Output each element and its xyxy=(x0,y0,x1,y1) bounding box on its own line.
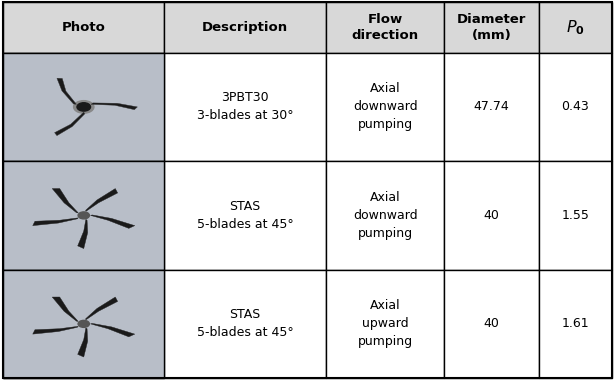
Polygon shape xyxy=(55,112,85,136)
Polygon shape xyxy=(90,215,135,228)
Text: STAS
5-blades at 45°: STAS 5-blades at 45° xyxy=(197,200,293,231)
Bar xyxy=(3,161,164,270)
Polygon shape xyxy=(85,297,117,320)
Bar xyxy=(164,270,326,378)
Bar xyxy=(445,53,539,161)
Bar xyxy=(539,2,612,53)
Bar xyxy=(164,53,326,161)
Bar xyxy=(539,161,612,270)
Bar xyxy=(326,2,445,53)
Bar xyxy=(326,53,445,161)
Bar xyxy=(3,2,164,53)
Polygon shape xyxy=(52,297,78,321)
Circle shape xyxy=(78,212,89,219)
Text: 3PBT30
3-blades at 30°: 3PBT30 3-blades at 30° xyxy=(197,92,293,122)
Text: 40: 40 xyxy=(484,317,499,330)
Polygon shape xyxy=(91,103,137,110)
Text: 0.43: 0.43 xyxy=(561,100,589,113)
Polygon shape xyxy=(52,188,78,213)
Text: STAS
5-blades at 45°: STAS 5-blades at 45° xyxy=(197,308,293,339)
Bar xyxy=(326,161,445,270)
Bar xyxy=(445,161,539,270)
Text: Photo: Photo xyxy=(62,21,106,34)
Polygon shape xyxy=(77,328,88,357)
Bar xyxy=(3,270,164,378)
Bar xyxy=(3,270,164,378)
Bar xyxy=(3,53,164,161)
Circle shape xyxy=(77,103,90,111)
Polygon shape xyxy=(90,323,135,337)
Circle shape xyxy=(78,320,89,327)
Text: 47.74: 47.74 xyxy=(474,100,510,113)
Text: Description: Description xyxy=(202,21,288,34)
Text: Diameter
(mm): Diameter (mm) xyxy=(457,13,526,42)
Bar xyxy=(3,53,164,161)
Bar xyxy=(164,161,326,270)
Bar xyxy=(164,2,326,53)
Polygon shape xyxy=(57,78,76,104)
Polygon shape xyxy=(33,218,78,226)
Bar xyxy=(445,2,539,53)
Text: $\boldsymbol{\mathit{P}}_{\mathbf{0}}$: $\boldsymbol{\mathit{P}}_{\mathbf{0}}$ xyxy=(566,18,585,36)
Bar xyxy=(539,270,612,378)
Text: 1.55: 1.55 xyxy=(561,209,589,222)
Bar xyxy=(3,161,164,270)
Polygon shape xyxy=(77,219,88,249)
Circle shape xyxy=(74,101,94,113)
Text: Axial
downward
pumping: Axial downward pumping xyxy=(353,82,418,131)
Text: Flow
direction: Flow direction xyxy=(352,13,419,42)
Text: 40: 40 xyxy=(484,209,499,222)
Bar xyxy=(539,53,612,161)
Text: 1.61: 1.61 xyxy=(561,317,589,330)
Polygon shape xyxy=(33,326,78,334)
Polygon shape xyxy=(85,188,117,211)
Text: Axial
downward
pumping: Axial downward pumping xyxy=(353,191,418,240)
Bar xyxy=(445,270,539,378)
Bar xyxy=(326,270,445,378)
Text: Axial
upward
pumping: Axial upward pumping xyxy=(357,299,413,348)
